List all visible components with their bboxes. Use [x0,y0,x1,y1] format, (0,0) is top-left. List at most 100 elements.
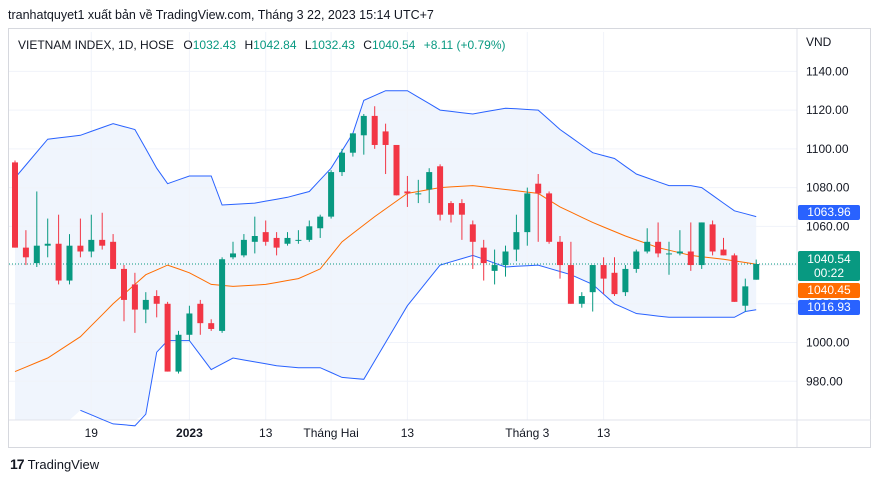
candle-body[interactable] [655,241,662,254]
candle-body[interactable] [633,251,640,269]
x-tick-label: 13 [259,426,273,440]
candle-body[interactable] [33,245,40,264]
candle-body[interactable] [709,224,716,252]
candle-body[interactable] [567,265,574,304]
candle-body[interactable] [360,115,367,136]
candle-body[interactable] [720,249,727,256]
candle-body[interactable] [502,251,509,266]
candle-body[interactable] [371,115,378,145]
candle-body[interactable] [524,193,531,233]
high-label: H [244,38,254,52]
x-tick-label: 2023 [176,426,203,440]
candle-body[interactable] [175,334,182,372]
candle-body[interactable] [284,237,291,244]
candle-body[interactable] [328,172,335,217]
candle-body[interactable] [349,133,356,153]
candle-body[interactable] [251,236,258,242]
tradingview-branding[interactable]: 17 TradingView [10,456,99,472]
x-tick-label: 13 [401,426,415,440]
candle-body[interactable] [578,296,585,304]
last-price-value: 1040.54 [807,252,851,266]
tradingview-logo-icon: 17 [10,456,25,472]
candle-body[interactable] [44,243,51,246]
close-value: 1040.54 [371,38,416,52]
candle-body[interactable] [22,247,29,258]
candle-body[interactable] [600,265,607,279]
candle-body[interactable] [469,224,476,242]
candle-body[interactable] [393,144,400,196]
candle-body[interactable] [77,245,84,252]
candle-body[interactable] [55,243,62,281]
candle-body[interactable] [197,303,204,324]
candle-body[interactable] [339,152,345,173]
candle-body[interactable] [186,313,193,335]
candle-body[interactable] [208,323,215,329]
candle-body[interactable] [644,241,651,252]
x-tick-label: 19 [85,426,99,440]
y-tick-label: 1100.00 [806,142,849,156]
bb-lower-line [80,254,757,427]
candle-body[interactable] [546,193,553,242]
low-value: 1032.43 [311,38,355,52]
candle-body[interactable] [230,253,236,258]
publisher-header: tranhatquyet1 xuất bản về TradingView.co… [8,8,434,22]
candle-body[interactable] [458,203,465,215]
candle-body[interactable] [589,265,596,293]
candle-body[interactable] [557,241,563,266]
candle-body[interactable] [753,264,760,280]
candle-body[interactable] [513,232,520,250]
candle-body[interactable] [88,239,95,252]
candle-body[interactable] [295,239,302,241]
candle-body[interactable] [666,253,672,255]
candle-body[interactable] [110,241,117,269]
candle-body[interactable] [273,237,280,248]
candle-body[interactable] [698,222,705,266]
currency-label: VND [806,35,832,49]
candle-body[interactable] [687,251,694,266]
candle-body[interactable] [535,183,542,194]
candle-body[interactable] [611,272,618,295]
candle-body[interactable] [164,303,171,372]
y-tick-label: 1060.00 [806,219,850,233]
candle-body[interactable] [262,232,269,242]
open-label: O [183,38,193,52]
candle-body[interactable] [153,296,160,304]
candle-body[interactable] [437,166,444,215]
candle-body[interactable] [121,268,127,300]
candle-body[interactable] [676,251,683,254]
bar-countdown: 00:22 [813,266,845,280]
candle-body[interactable] [382,131,389,145]
last-price-tag: 1040.54 00:22 [798,251,860,281]
candle-body[interactable] [480,247,487,264]
close-label: C [363,38,372,52]
tradingview-brand-label: TradingView [27,456,100,472]
candle-body[interactable] [415,193,422,195]
candle-body[interactable] [491,265,498,271]
candle-body[interactable] [12,162,18,248]
ohlc-legend: VIETNAM INDEX, 1D, HOSE O1032.43 H1042.8… [18,38,506,52]
candle-body[interactable] [306,226,313,240]
candle-body[interactable] [142,299,149,310]
candle-body[interactable] [448,203,454,215]
candle-body[interactable] [66,245,73,281]
bb-upper-line [14,90,757,218]
low-label: L [304,38,312,52]
y-tick-label: 1080.00 [806,181,850,195]
bb-basis-line [14,185,757,373]
candle-body[interactable] [131,284,138,310]
candle-body[interactable] [219,259,226,331]
candle-body[interactable] [426,172,433,190]
candle-body[interactable] [99,239,106,246]
y-tick-label: 980.00 [806,374,843,388]
bollinger-band-fill [15,90,757,420]
x-tick-label: 13 [597,426,611,440]
candle-body[interactable] [731,255,738,302]
symbol-label[interactable]: VIETNAM INDEX, 1D, HOSE [18,38,175,52]
bb-lower-price-tag: 1016.93 [798,300,860,315]
candle-body[interactable] [622,268,629,293]
candle-body[interactable] [240,239,247,256]
candle-body[interactable] [404,191,411,194]
candle-body[interactable] [742,286,749,306]
candle-body[interactable] [317,216,324,229]
